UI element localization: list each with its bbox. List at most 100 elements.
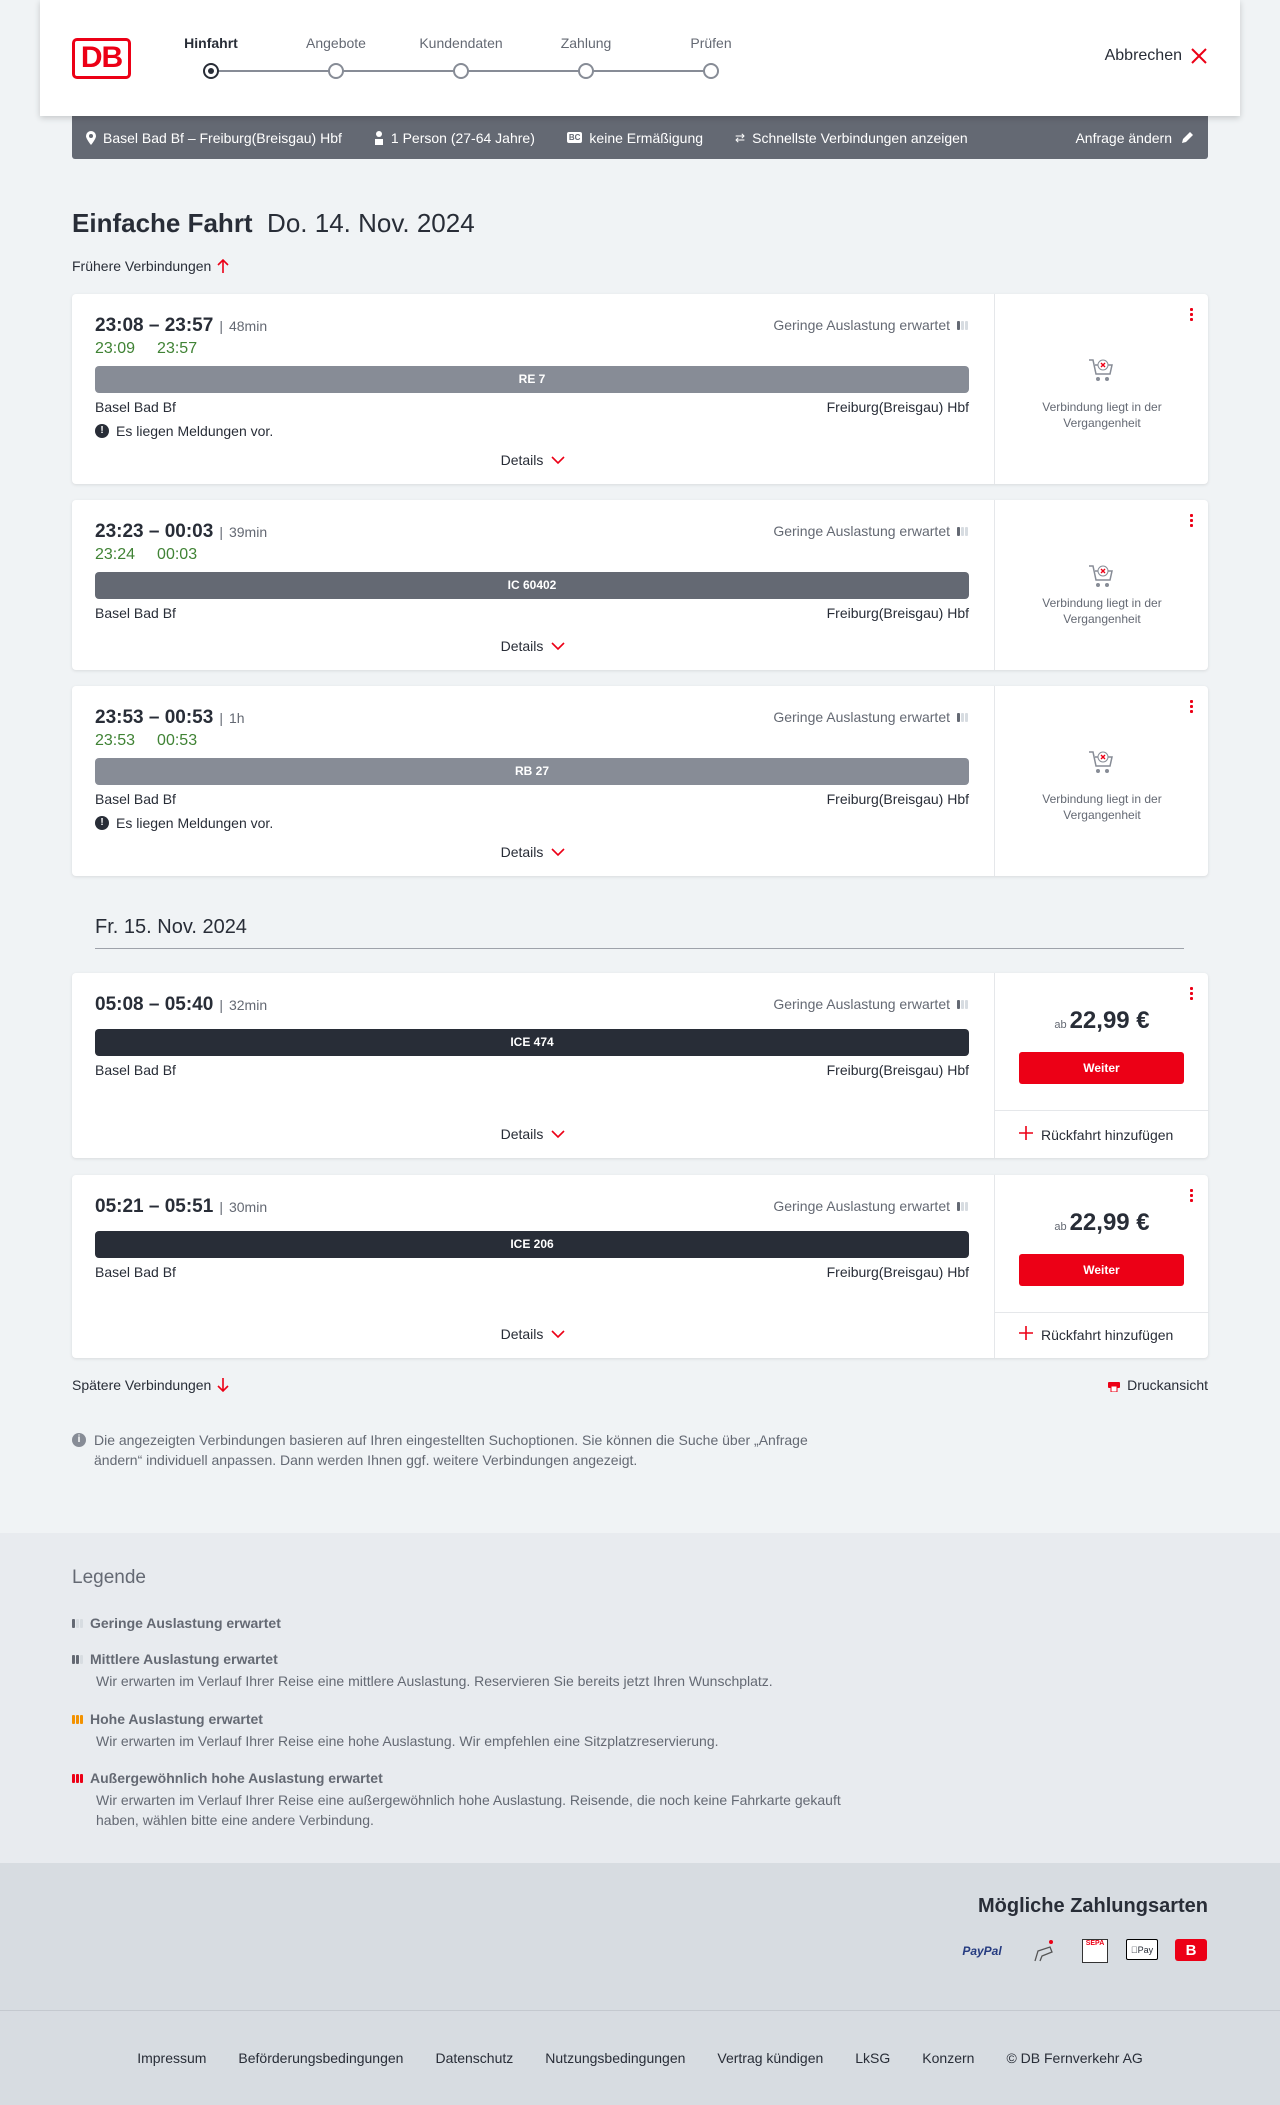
later-label: Spätere Verbindungen: [72, 1377, 212, 1393]
connection-times: 23:23 – 00:03 | 39min: [95, 521, 267, 543]
step-label[interactable]: Zahlung: [560, 35, 612, 51]
footer-link[interactable]: © DB Fernverkehr AG: [1006, 2050, 1143, 2066]
info-icon: i: [72, 1433, 86, 1447]
details-toggle[interactable]: Details: [72, 1326, 994, 1342]
step-indicator[interactable]: [328, 63, 344, 79]
divider: [95, 948, 1184, 949]
details-toggle[interactable]: Details: [72, 638, 994, 654]
footer-link[interactable]: Datenschutz: [435, 2050, 514, 2066]
bahncard-icon: BC: [566, 132, 583, 143]
add-return-button[interactable]: Rückfahrt hinzufügen: [1019, 1326, 1173, 1343]
print-view-link[interactable]: Druckansicht: [1107, 1377, 1208, 1393]
payment-section: Mögliche Zahlungsarten PayPal SEPA Pay …: [0, 1863, 1280, 2010]
location-pin-icon: [86, 130, 96, 145]
legend-item-text: Wir erwarten im Verlauf Ihrer Reise eine…: [96, 1733, 719, 1749]
cart-unavailable-icon: [1087, 748, 1115, 779]
cancel-label: Abbrechen: [1104, 47, 1182, 64]
details-toggle[interactable]: Details: [72, 844, 994, 860]
footer-link[interactable]: Konzern: [922, 2050, 975, 2066]
departure-station: Basel Bad Bf: [95, 399, 176, 415]
train-bar[interactable]: RB 27: [95, 758, 969, 785]
connection-card[interactable]: 23:08 – 23:57 | 48min Geringe Auslastung er…: [72, 294, 1208, 484]
cart-unavailable-icon: [1087, 562, 1115, 593]
message-text: Es liegen Meldungen vor.: [116, 423, 274, 439]
details-toggle[interactable]: Details: [72, 452, 994, 468]
trip-type: Einfache Fahrt: [72, 208, 253, 238]
train-bar[interactable]: ICE 474: [95, 1029, 969, 1056]
step-label[interactable]: Prüfen: [690, 35, 732, 51]
cart-unavailable-icon: [1087, 356, 1115, 387]
cancel-button[interactable]: Abbrechen: [1105, 47, 1208, 65]
realtime-departure: 23:09: [95, 340, 136, 357]
details-label: Details: [500, 638, 544, 654]
apple-pay-icon: Pay: [1126, 1939, 1158, 1960]
connection-card[interactable]: 05:21 – 05:51 | 30min Geringe Auslastung er…: [72, 1175, 1209, 1358]
message-notice: ! Es liegen Meldungen vor.: [95, 423, 273, 439]
more-options-icon[interactable]: [1190, 987, 1194, 1002]
details-label: Details: [500, 844, 544, 860]
more-options-icon[interactable]: [1190, 308, 1194, 323]
train-bar[interactable]: RE 7: [95, 366, 969, 393]
connection-main: 23:53 – 00:53 | 1h Geringe Auslastung erwar…: [72, 686, 994, 876]
more-options-icon[interactable]: [1190, 514, 1194, 529]
time-range: 23:23 – 00:03: [95, 521, 214, 542]
step-label[interactable]: Hinfahrt: [184, 35, 238, 51]
search-summary-bar: Basel Bad Bf – Freiburg(Breisgau) Hbf 1 …: [72, 116, 1208, 159]
more-options-icon[interactable]: [1190, 1189, 1194, 1204]
occupancy-label: Geringe Auslastung erwartet: [773, 317, 950, 333]
footer-link[interactable]: Impressum: [137, 2050, 207, 2066]
details-label: Details: [500, 1326, 544, 1342]
db-logo[interactable]: DB: [72, 38, 131, 79]
step-indicator[interactable]: [703, 63, 719, 79]
departure-station: Basel Bad Bf: [95, 791, 176, 807]
add-return-label: Rückfahrt hinzufügen: [1041, 1126, 1174, 1143]
connection-card[interactable]: 05:08 – 05:40 | 32min Geringe Auslastung er…: [72, 973, 1209, 1158]
edit-search-button[interactable]: Anfrage ändern: [1075, 130, 1194, 146]
step-indicator[interactable]: [453, 63, 469, 79]
arrival-station: Freiburg(Breisgau) Hbf: [826, 1062, 969, 1078]
chevron-down-icon: [551, 1126, 565, 1142]
train-bar[interactable]: ICE 206: [95, 1231, 969, 1258]
footer-link[interactable]: Vertrag kündigen: [717, 2050, 824, 2066]
realtime-times: 23:09 23:57: [95, 340, 219, 358]
train-bar[interactable]: IC 60402: [95, 572, 969, 599]
legend-item-text: Wir erwarten im Verlauf Ihrer Reise eine…: [96, 1792, 841, 1828]
step-indicator[interactable]: [578, 63, 594, 79]
details-toggle[interactable]: Details: [72, 1126, 994, 1142]
occupancy-label: Geringe Auslastung erwartet: [773, 709, 950, 725]
footer-link[interactable]: Beförderungsbedingungen: [238, 2050, 404, 2066]
step-indicator[interactable]: [203, 63, 219, 79]
connection-offer: ab 22,99 € Weiter Rückfahrt hinzufügen: [994, 1175, 1209, 1358]
step-label[interactable]: Kundendaten: [419, 35, 503, 51]
connection-card[interactable]: 23:23 – 00:03 | 39min Geringe Auslastung er…: [72, 500, 1208, 670]
connection-times: 05:08 – 05:40 | 32min: [95, 994, 267, 1016]
later-connections-link[interactable]: Spätere Verbindungen: [72, 1377, 229, 1393]
connection-card[interactable]: 23:53 – 00:53 | 1h Geringe Auslastung erwar…: [72, 686, 1208, 876]
occupancy-icon: [72, 1773, 83, 1783]
occupancy-info: Geringe Auslastung erwartet: [773, 523, 968, 539]
step-label[interactable]: Angebote: [306, 35, 366, 51]
chevron-down-icon: [551, 844, 565, 860]
discount-text: keine Ermäßigung: [589, 129, 704, 146]
occupancy-label: Geringe Auslastung erwartet: [773, 523, 950, 539]
duration: 39min: [228, 524, 268, 540]
footer-link[interactable]: Nutzungsbedingungen: [545, 2050, 686, 2066]
footer-link[interactable]: LkSG: [855, 2050, 891, 2066]
add-return-button[interactable]: Rückfahrt hinzufügen: [1019, 1126, 1173, 1143]
connection-offer: ab 22,99 € Weiter Rückfahrt hinzufügen: [994, 973, 1209, 1158]
continue-button[interactable]: Weiter: [1019, 1052, 1184, 1084]
printer-icon: [1108, 1382, 1121, 1392]
past-connection-text: Verbindung liegt in der Vergangenheit: [1042, 596, 1162, 626]
connection-main: 23:08 – 23:57 | 48min Geringe Auslastung er…: [72, 294, 994, 484]
arrow-up-icon: [217, 259, 229, 273]
price-value: 22,99 €: [1069, 1007, 1150, 1034]
fastest-toggle[interactable]: Schnellste Verbindungen anzeigen: [752, 129, 968, 146]
occupancy-info: Geringe Auslastung erwartet: [773, 709, 968, 725]
duration: 48min: [228, 318, 268, 334]
legend-item-title: Hohe Auslastung erwartet: [90, 1711, 263, 1727]
continue-button[interactable]: Weiter: [1019, 1254, 1184, 1286]
separator: |: [219, 318, 223, 334]
earlier-connections-link[interactable]: Frühere Verbindungen: [72, 258, 229, 274]
more-options-icon[interactable]: [1190, 700, 1194, 715]
separator: |: [219, 524, 223, 540]
